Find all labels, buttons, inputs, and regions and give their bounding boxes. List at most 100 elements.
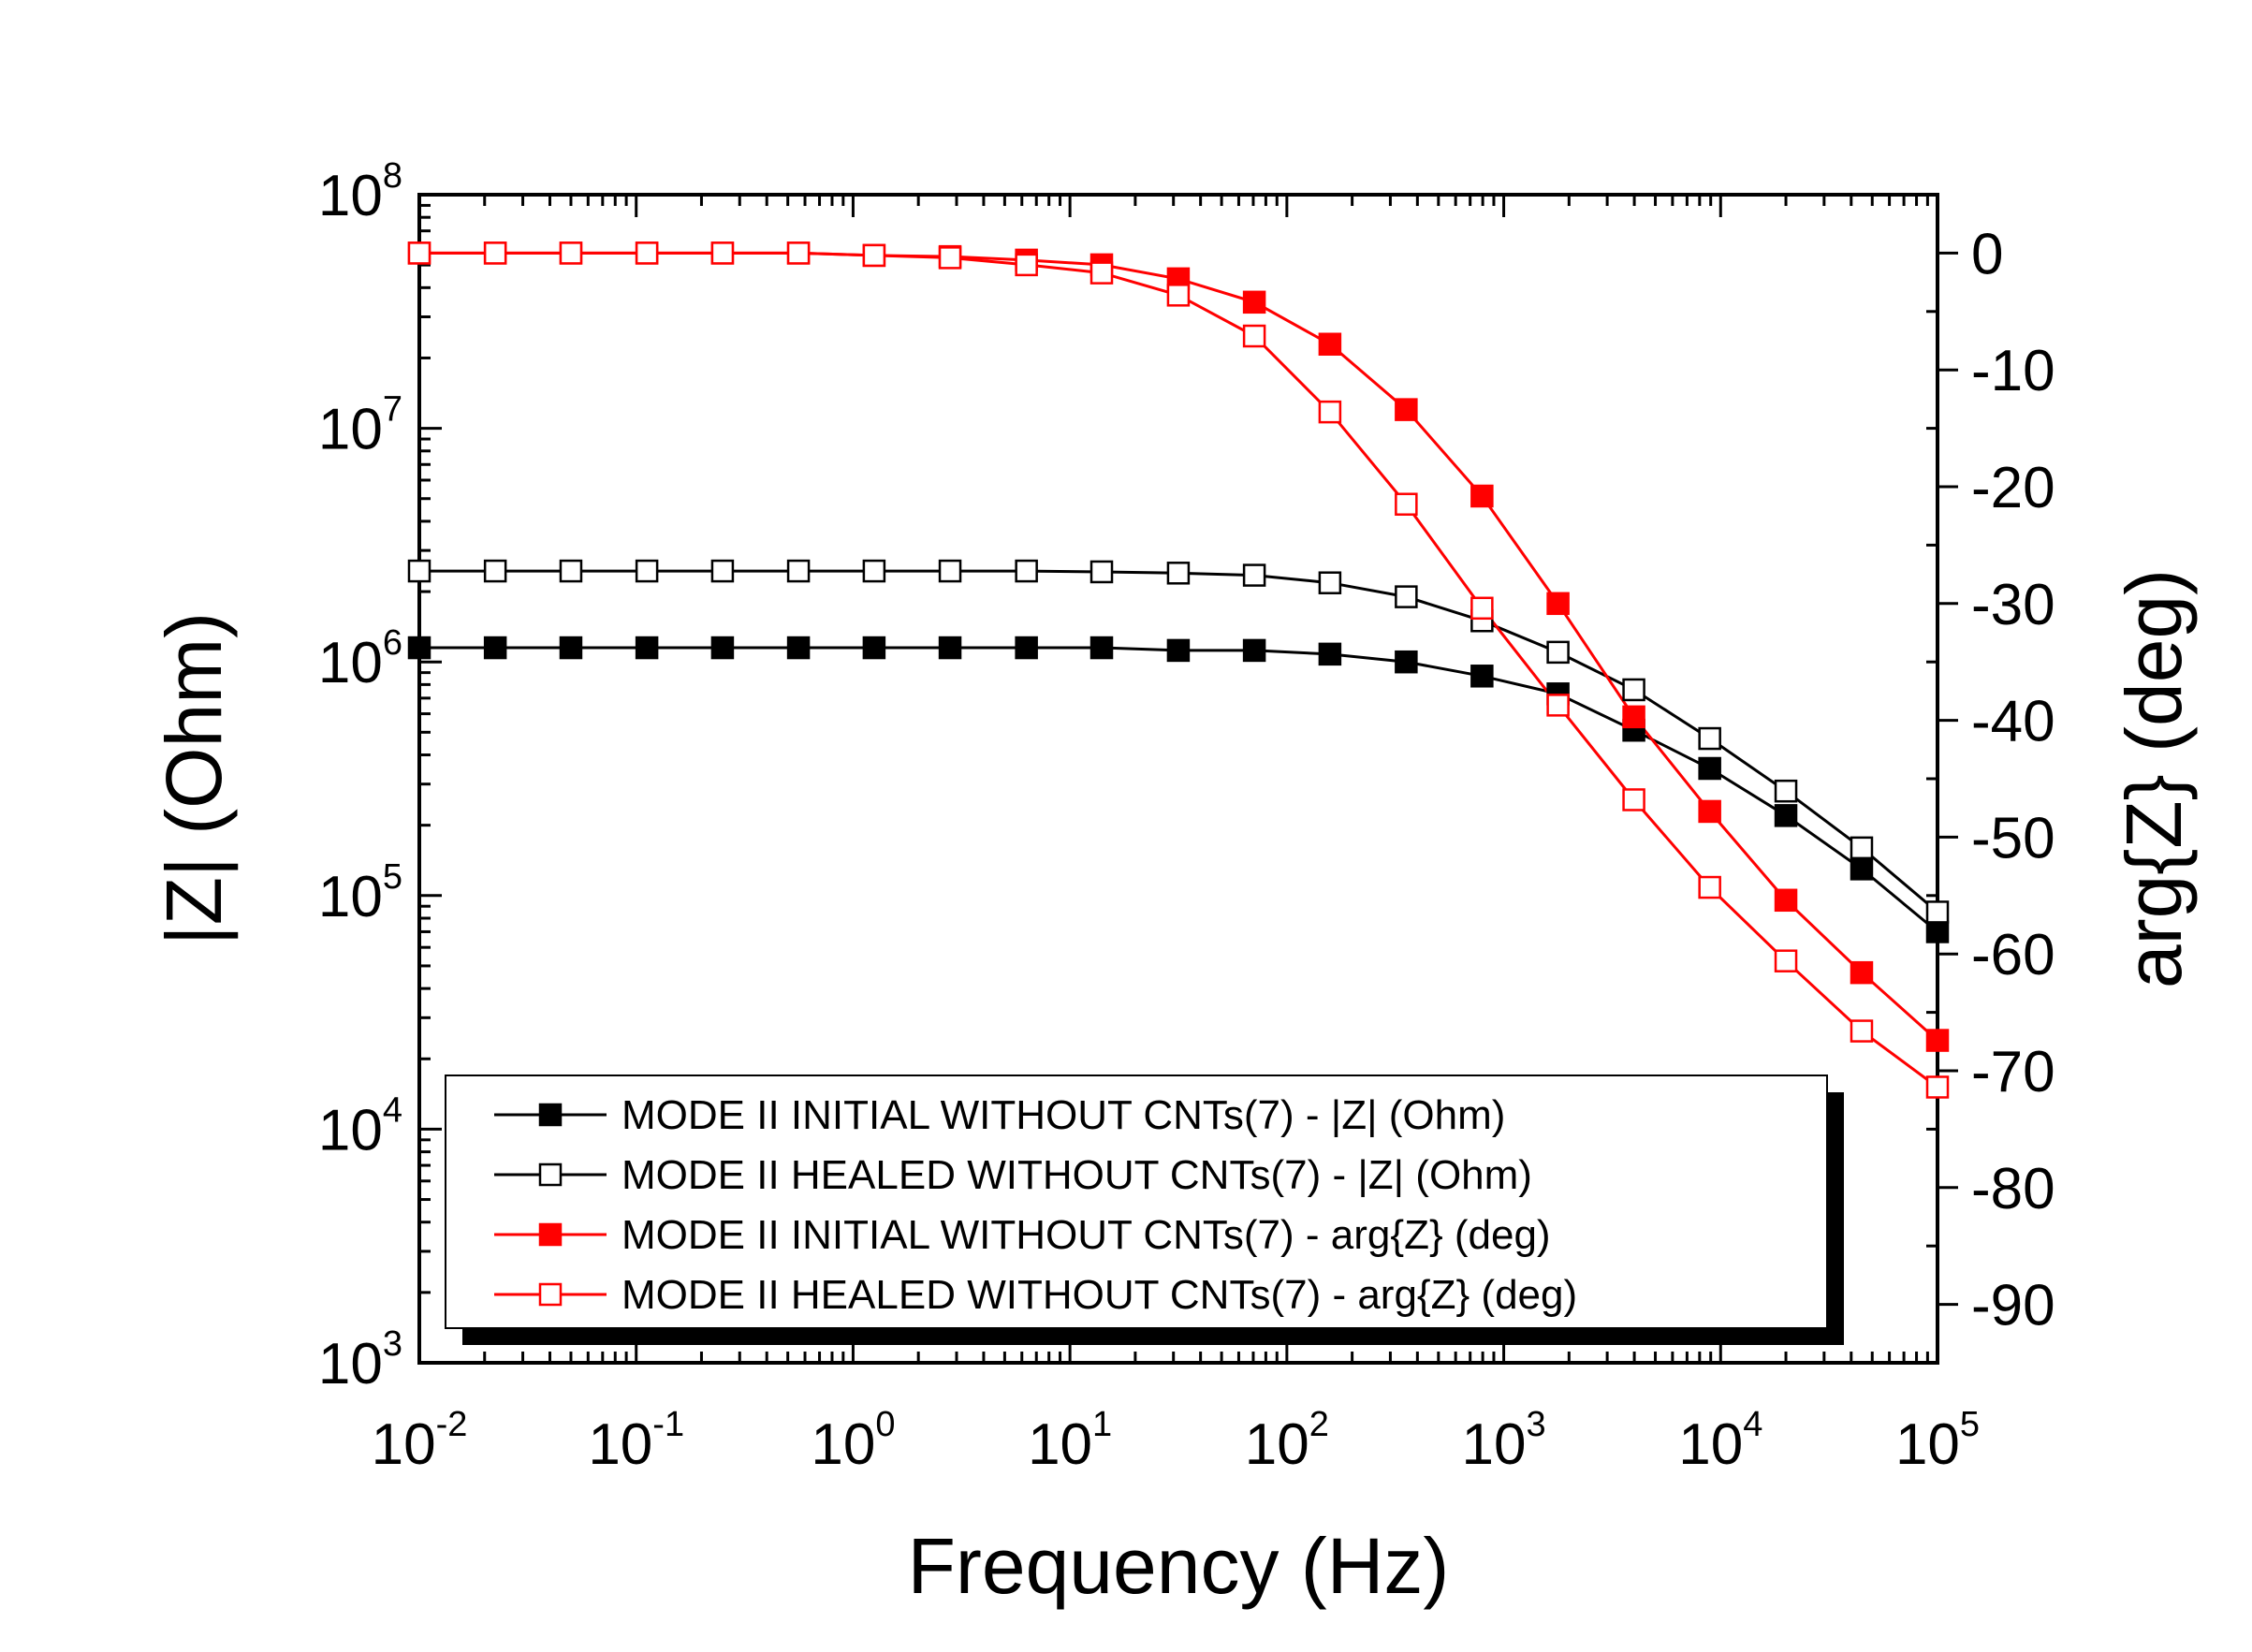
series-markers: [407, 241, 1950, 1099]
series-1-point: [1850, 857, 1874, 881]
y-right-tick-label: 0: [1971, 222, 2003, 286]
series-1-point: [1698, 756, 1721, 781]
legend-label: MODE II INITIAL WITHOUT CNTs(7) - arg{Z}…: [621, 1212, 1551, 1258]
series-4-point: [1546, 694, 1570, 717]
series-1-point: [1015, 636, 1038, 660]
x-tick-label: 103: [1462, 1405, 1546, 1477]
y-left-tick-label: 105: [318, 857, 402, 929]
series-3-point: [1242, 290, 1266, 314]
series-3-point: [1395, 398, 1418, 421]
legend: MODE II INITIAL WITHOUT CNTs(7) - |Z| (O…: [445, 1075, 1844, 1345]
y-right-axis-title: arg{Z} (deg): [2110, 569, 2198, 988]
y-right-tick-label: -80: [1971, 1157, 2055, 1221]
series-4-point: [1925, 1075, 1950, 1099]
series-2-point: [786, 559, 811, 583]
series-2-point: [407, 559, 431, 583]
series-1-point: [1242, 638, 1266, 663]
series-3-point: [1698, 799, 1721, 824]
legend-label: MODE II INITIAL WITHOUT CNTs(7) - |Z| (O…: [621, 1092, 1505, 1138]
series-4-point: [483, 241, 507, 265]
y-left-tick-label: 104: [318, 1090, 402, 1162]
series-1-point: [1395, 650, 1418, 674]
series-2-point: [862, 559, 886, 583]
series-1-point: [407, 636, 431, 660]
series-1-point: [1089, 636, 1114, 660]
x-tick-label: 100: [811, 1405, 895, 1477]
x-tick-label: 102: [1245, 1405, 1329, 1477]
series-2-point: [1925, 900, 1950, 924]
series-1-point: [786, 636, 811, 660]
series-3-point: [1318, 332, 1342, 356]
series-4-point: [1166, 284, 1191, 307]
series-2-point: [1166, 562, 1191, 585]
series-1-point: [559, 636, 583, 660]
legend-box: [445, 1075, 1828, 1329]
y-right-tick-label: -50: [1971, 806, 2055, 870]
y-right-tick-label: -60: [1971, 923, 2055, 987]
series-3-point: [1546, 592, 1570, 616]
series-1-point: [1318, 642, 1342, 666]
legend-label: MODE II HEALED WITHOUT CNTs(7) - arg{Z} …: [621, 1272, 1577, 1318]
series-1-point: [862, 636, 886, 660]
series-2-point: [710, 559, 735, 583]
legend-marker: [538, 1162, 563, 1187]
minor-ticks: [419, 193, 1938, 1365]
series-4-point: [1774, 949, 1798, 972]
series-2-point: [1242, 563, 1266, 587]
legend-marker: [538, 1282, 563, 1307]
x-tick-label: 10-2: [372, 1405, 468, 1477]
series-1-point: [710, 636, 735, 660]
series-3-point: [1622, 705, 1645, 729]
legend-marker: [538, 1103, 563, 1127]
y-right-tick-label: -40: [1971, 690, 2055, 754]
series-4-point: [1850, 1019, 1874, 1043]
series-4-point: [938, 246, 962, 270]
series-2-point: [1698, 726, 1721, 751]
series-1-point: [1925, 920, 1950, 943]
series-2-point: [1089, 560, 1114, 584]
y-left-axis-title: |Z| (Ohm): [150, 612, 238, 945]
x-tick-label: 105: [1895, 1405, 1980, 1477]
series-2-point: [1622, 678, 1645, 702]
series-1-point: [1774, 804, 1798, 827]
series-3-point: [1850, 960, 1874, 985]
series-2-point: [559, 559, 583, 583]
series-2-point: [1015, 559, 1038, 583]
y-right-tick-label: -10: [1971, 339, 2055, 403]
y-right-tick-label: -30: [1971, 573, 2055, 637]
series-4-point: [635, 241, 659, 265]
series-1-point: [635, 636, 659, 660]
series-4-point: [1698, 875, 1721, 899]
series-4-point: [1089, 261, 1114, 285]
series-1-point: [938, 636, 962, 660]
y-left-tick-label: 103: [318, 1324, 402, 1396]
series-3-point: [1774, 888, 1798, 913]
series-3-point: [1470, 484, 1494, 508]
series-2-point: [938, 559, 962, 583]
series-4-point: [1318, 400, 1342, 424]
x-tick-label: 10-1: [588, 1405, 684, 1477]
series-4-point: [710, 241, 735, 265]
series-4-point: [1395, 492, 1418, 516]
x-tick-label: 101: [1028, 1405, 1112, 1477]
tick-labels: 10-2 10-1 100 101 102 103 104 105 103 104 105 106 10…: [318, 156, 2055, 1477]
series-4-point: [1470, 596, 1494, 621]
series-1-point: [1470, 665, 1494, 688]
x-axis-title: Frequency (Hz): [908, 1522, 1450, 1610]
series-4-point: [407, 241, 431, 265]
series-3-point: [1925, 1029, 1950, 1052]
major-ticks: [417, 193, 1958, 1365]
y-left-tick-label: 106: [318, 623, 402, 695]
series-4-point: [1622, 788, 1645, 811]
series-2-point: [1774, 779, 1798, 803]
series-2-point: [1850, 836, 1874, 860]
y-left-tick-label: 107: [318, 390, 402, 462]
y-right-tick-label: -90: [1971, 1274, 2055, 1338]
series-2-point: [483, 559, 507, 583]
x-tick-label: 104: [1678, 1405, 1762, 1477]
series-2-point: [635, 559, 659, 583]
series-2-point: [1318, 571, 1342, 594]
series-4-point: [1242, 324, 1266, 348]
series-1-point: [1166, 638, 1191, 663]
